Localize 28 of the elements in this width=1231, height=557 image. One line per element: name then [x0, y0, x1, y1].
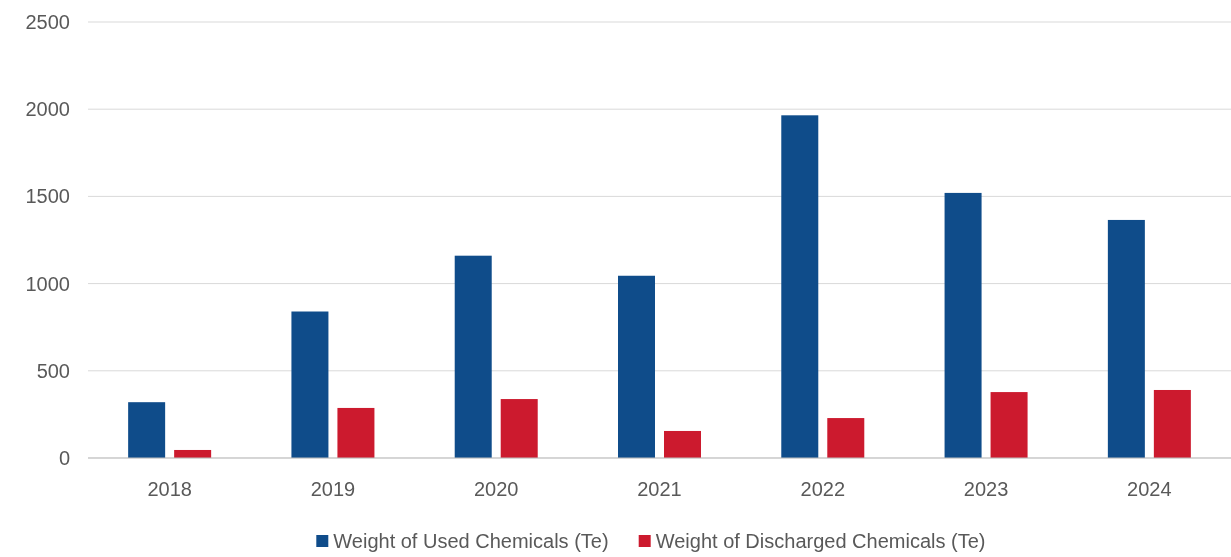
x-tick-label: 2019 — [310, 478, 356, 500]
x-tick-label: 2023 — [963, 478, 1009, 500]
bar — [291, 311, 329, 458]
y-tick-label: 2500 — [25, 11, 70, 33]
bar — [944, 192, 982, 458]
bar — [128, 402, 166, 458]
x-tick-label: 2020 — [473, 478, 519, 500]
y-tick-label: 1000 — [25, 272, 70, 295]
bar — [827, 418, 865, 458]
bar — [990, 392, 1028, 458]
x-tick-label: 2021 — [637, 478, 682, 500]
y-tick-label: 2000 — [25, 98, 70, 121]
bar — [454, 255, 492, 458]
bar — [618, 275, 655, 458]
bar — [1153, 389, 1191, 458]
y-tick-label: 0 — [58, 447, 70, 469]
bar — [500, 399, 538, 458]
bar — [664, 430, 701, 458]
legend-label: Weight of Discharged Chemicals (Te) — [655, 530, 986, 552]
x-tick-label: 2022 — [800, 478, 846, 500]
bar — [337, 407, 375, 458]
bar — [781, 115, 819, 458]
y-tick-label: 1500 — [25, 185, 70, 208]
x-tick-label: 2018 — [147, 478, 192, 500]
legend-label: Weight of Used Chemicals (Te) — [333, 530, 609, 552]
bar — [1107, 219, 1145, 458]
x-tick-label: 2024 — [1127, 478, 1172, 500]
y-tick-label: 500 — [36, 359, 70, 382]
